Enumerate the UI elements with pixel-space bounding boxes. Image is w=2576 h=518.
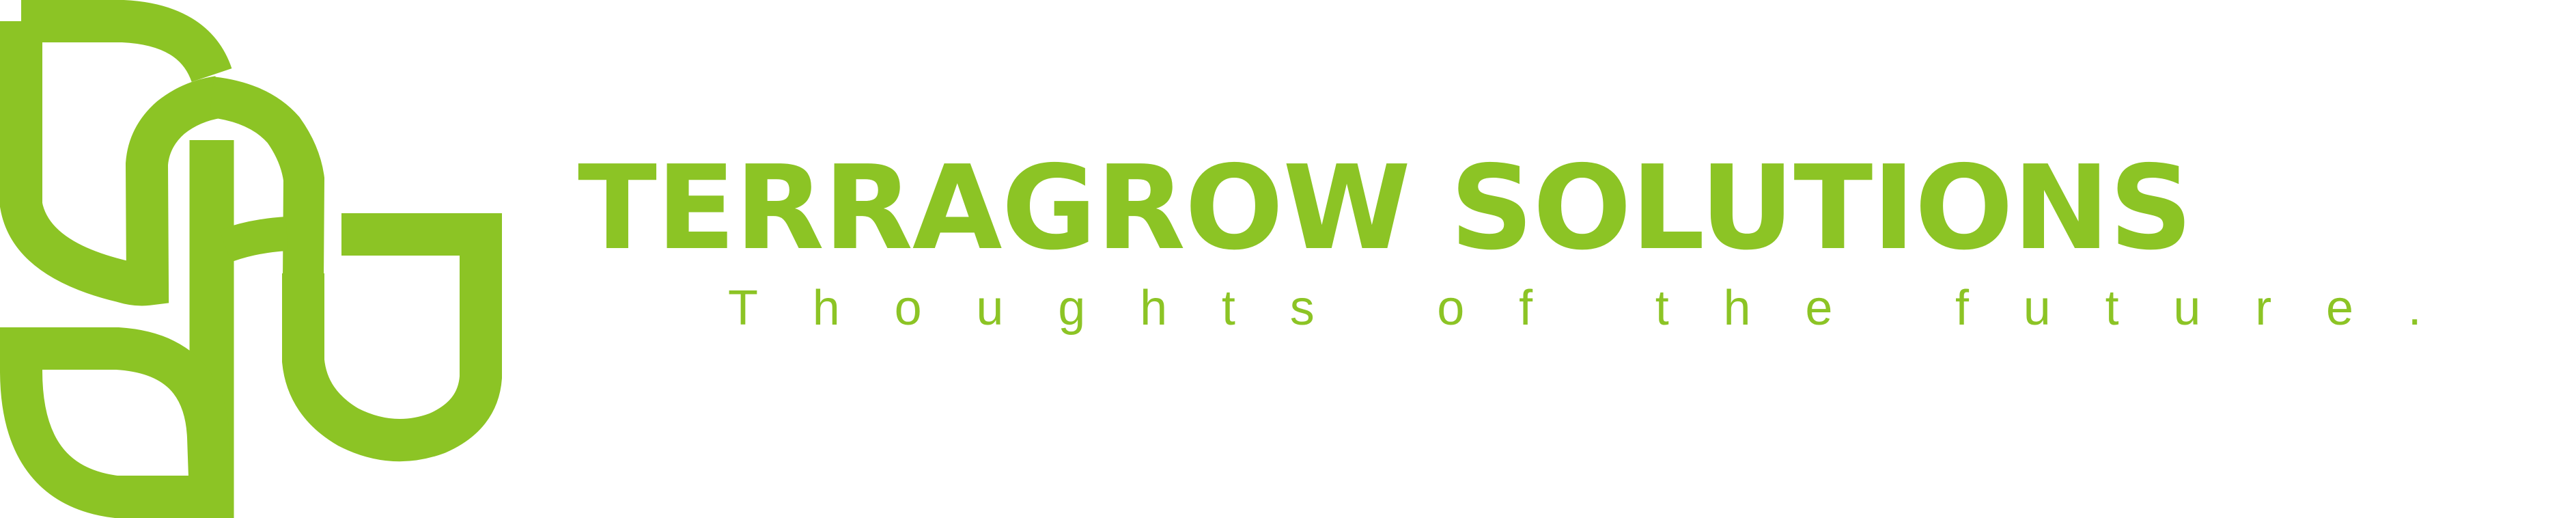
logo-top-right-arc xyxy=(209,77,325,281)
tagline-char: s xyxy=(1289,281,1315,336)
logo-bottom-leaf xyxy=(0,327,233,518)
leaf-sprout-monogram-icon xyxy=(0,0,502,518)
tagline-char: r xyxy=(2255,281,2272,336)
tagline-char xyxy=(1369,277,1382,339)
tagline-char: o xyxy=(894,281,922,336)
logo xyxy=(0,0,505,518)
tagline-char: g xyxy=(1058,281,1086,336)
tagline-char: t xyxy=(1221,281,1235,336)
brand-name: TERRAGROW SOLUTIONS xyxy=(578,141,2193,276)
tagline-char: h xyxy=(1723,281,1751,336)
tagline-char xyxy=(1587,277,1601,339)
tagline-char: o xyxy=(1437,281,1465,336)
tagline-char: . xyxy=(2407,281,2422,336)
logo-right-cup xyxy=(282,213,502,462)
tagline-char: e xyxy=(2325,281,2354,336)
tagline-char: h xyxy=(1140,281,1168,336)
tagline-char: u xyxy=(976,281,1004,336)
tagline-char xyxy=(1887,277,1901,339)
tagline-char: u xyxy=(2023,281,2051,336)
tagline-char: t xyxy=(1655,281,1669,336)
tagline-char: h xyxy=(812,281,840,336)
tagline-char: f xyxy=(1519,281,1533,336)
tagline-char: u xyxy=(2173,281,2201,336)
tagline-char: e xyxy=(1805,281,1833,336)
logo-top-leaf-left xyxy=(0,21,223,306)
logo-stem-branch xyxy=(219,217,288,262)
tagline-char: t xyxy=(2105,281,2119,336)
tagline-char: T xyxy=(728,281,758,336)
tagline-char: f xyxy=(1955,281,1969,336)
logo-top-leaf xyxy=(21,0,232,83)
